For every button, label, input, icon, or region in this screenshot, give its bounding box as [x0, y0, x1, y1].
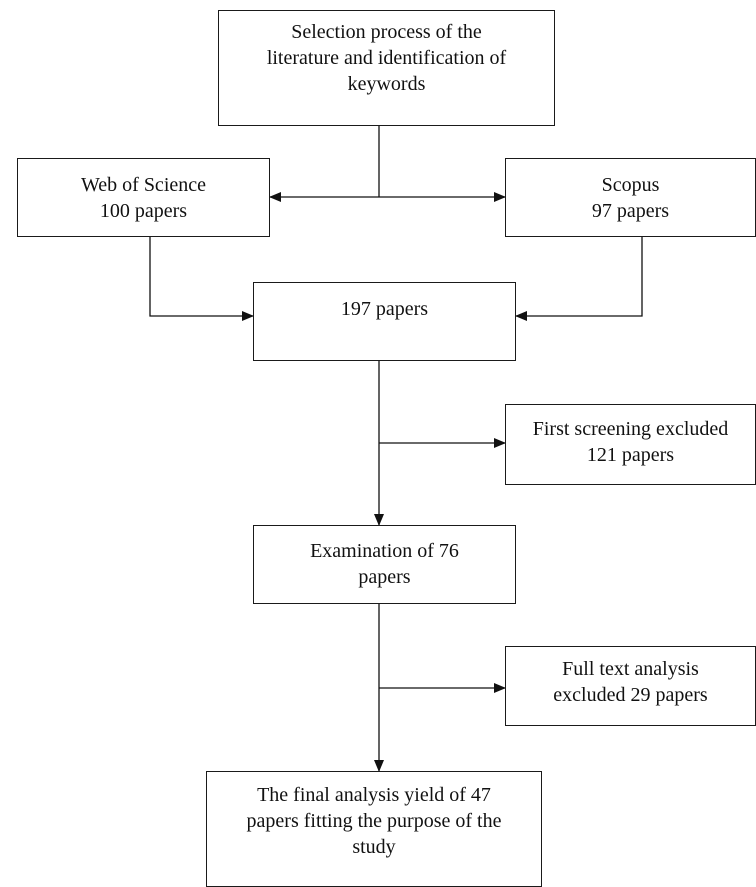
final-analysis-line-1: The final analysis yield of 47 — [257, 784, 491, 806]
web-of-science-count: 100 papers — [99, 200, 188, 222]
web-of-science-name: Web of Science — [81, 174, 206, 196]
final-analysis-box: The final analysis yield of 47 papers fi… — [206, 771, 542, 887]
full-text-line-1: Full text analysis — [562, 658, 699, 680]
arrow-wos-to-combined — [149, 237, 254, 321]
web-of-science-box: Web of Science 100 papers — [17, 158, 270, 237]
examination-line-1: Examination of 76 — [310, 540, 459, 562]
first-screening-line-1: First screening excluded — [532, 418, 729, 440]
combined-papers-box: 197 papers — [253, 282, 516, 361]
first-screening-box: First screening excluded 121 papers — [505, 404, 756, 485]
selection-process-line-3: keywords — [347, 73, 426, 95]
full-text-line-2: excluded 29 papers — [553, 684, 708, 706]
scopus-count: 97 papers — [591, 200, 670, 222]
first-screening-line-2: 121 papers — [586, 444, 675, 466]
examination-line-2: papers — [358, 566, 411, 588]
selection-process-box: Selection process of the literature and … — [218, 10, 555, 126]
selection-process-line-1: Selection process of the — [291, 21, 482, 43]
full-text-box: Full text analysis excluded 29 papers — [505, 646, 756, 726]
combined-papers-count: 197 papers — [340, 298, 429, 320]
scopus-name: Scopus — [601, 174, 660, 196]
selection-process-line-2: literature and identification of — [266, 47, 507, 69]
examination-box: Examination of 76 papers — [253, 525, 516, 604]
final-analysis-line-3: study — [352, 836, 396, 858]
scopus-box: Scopus 97 papers — [505, 158, 756, 237]
arrow-scopus-to-combined — [515, 237, 643, 321]
final-analysis-line-2: papers fitting the purpose of the — [246, 810, 502, 832]
